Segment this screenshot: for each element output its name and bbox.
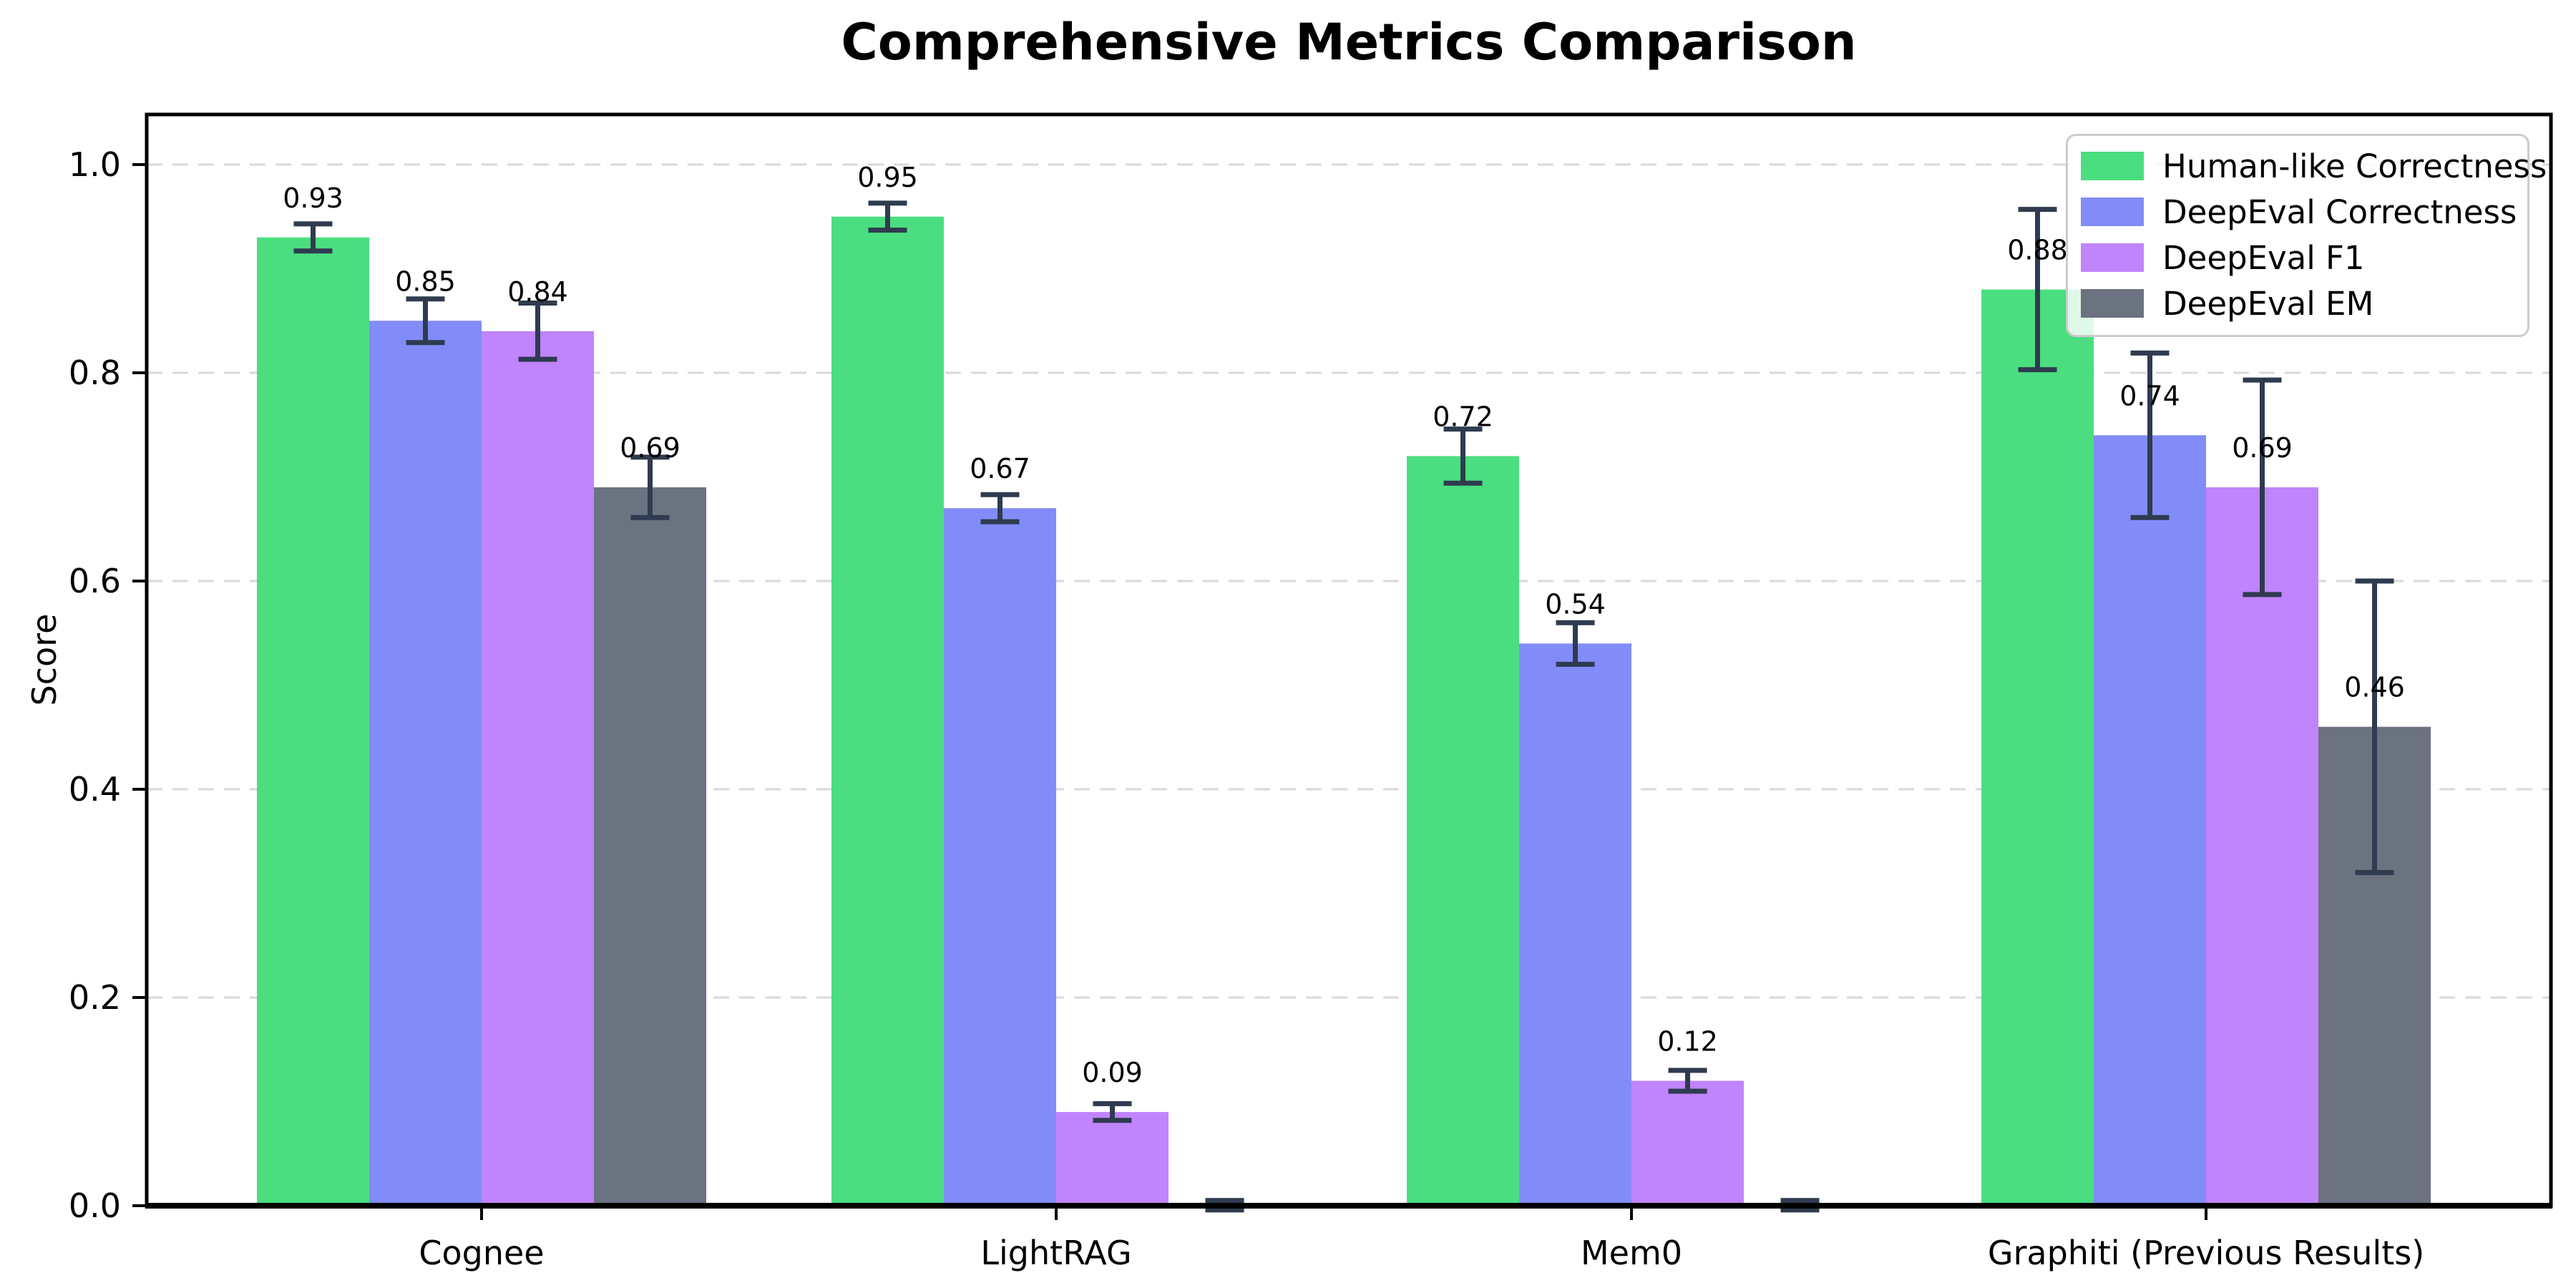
legend-item: DeepEval F1 bbox=[2081, 238, 2510, 277]
bar-value-label: 0.95 bbox=[857, 162, 918, 193]
y-tick-label: 0.8 bbox=[69, 353, 121, 392]
legend-label: DeepEval EM bbox=[2162, 284, 2374, 323]
legend-label: Human-like Correctness bbox=[2162, 147, 2547, 185]
y-tick-label: 0.0 bbox=[69, 1186, 121, 1225]
chart-title: Comprehensive Metrics Comparison bbox=[841, 13, 1857, 72]
x-tick-label: Cognee bbox=[419, 1234, 544, 1272]
legend-swatch bbox=[2081, 243, 2144, 272]
bar bbox=[1631, 1080, 1744, 1206]
bar-value-label: 0.54 bbox=[1545, 588, 1606, 620]
legend-label: DeepEval Correctness bbox=[2162, 192, 2517, 231]
legend-label: DeepEval F1 bbox=[2162, 238, 2365, 277]
bar bbox=[1407, 456, 1519, 1206]
x-axis: Cognee LightRAG Mem0 Graphiti (Previous Res… bbox=[419, 1206, 2424, 1272]
error-bars bbox=[293, 200, 2394, 1213]
bar bbox=[482, 331, 594, 1206]
bar-value-label: 0.72 bbox=[1433, 401, 1493, 432]
bar-value-label: 0.09 bbox=[1082, 1057, 1143, 1088]
bar-labels: 0.93 0.95 0.72 0.88 0.85 0.67 0.54 0.74 0.84 0.09… bbox=[283, 162, 2405, 1088]
bar-value-label: 0.74 bbox=[2119, 380, 2180, 411]
y-tick-label: 0.2 bbox=[69, 978, 121, 1017]
bars bbox=[257, 216, 2431, 1206]
legend-swatch bbox=[2081, 197, 2144, 226]
legend-swatch bbox=[2081, 152, 2144, 180]
bar-value-label: 0.67 bbox=[970, 453, 1030, 484]
bar bbox=[1981, 289, 2094, 1206]
bar-value-label: 0.69 bbox=[620, 432, 680, 464]
bar bbox=[1519, 643, 1631, 1206]
bar-value-label: 0.85 bbox=[395, 265, 456, 297]
bar-value-label: 0.46 bbox=[2344, 672, 2405, 703]
legend-swatch bbox=[2081, 289, 2144, 318]
bar-value-label: 0.12 bbox=[1657, 1025, 1718, 1057]
y-axis: 0.0 0.2 0.4 0.6 0.8 1.0 bbox=[69, 145, 147, 1225]
y-tick-label: 1.0 bbox=[69, 145, 121, 184]
legend: Human-like Correctness DeepEval Correctne… bbox=[2066, 134, 2547, 337]
bar bbox=[2206, 487, 2318, 1206]
x-tick-label: LightRAG bbox=[980, 1234, 1131, 1272]
bar bbox=[594, 487, 706, 1206]
y-tick-label: 0.4 bbox=[69, 770, 121, 809]
x-tick-label: Mem0 bbox=[1581, 1234, 1682, 1272]
legend-item: Human-like Correctness bbox=[2081, 147, 2547, 185]
bar bbox=[2094, 435, 2206, 1206]
y-tick-label: 0.6 bbox=[69, 562, 121, 600]
bar bbox=[831, 216, 944, 1206]
bar bbox=[369, 321, 482, 1206]
bar-value-label: 0.88 bbox=[2007, 235, 2068, 266]
bar-value-label: 0.84 bbox=[507, 276, 568, 308]
legend-item: DeepEval EM bbox=[2081, 284, 2510, 323]
legend-item: DeepEval Correctness bbox=[2081, 193, 2517, 231]
bar bbox=[944, 508, 1056, 1206]
x-tick-label: Graphiti (Previous Results) bbox=[1988, 1234, 2424, 1272]
bar-value-label: 0.69 bbox=[2232, 432, 2293, 464]
bar bbox=[257, 237, 369, 1206]
bar bbox=[1056, 1112, 1169, 1206]
bar-value-label: 0.93 bbox=[283, 182, 343, 214]
